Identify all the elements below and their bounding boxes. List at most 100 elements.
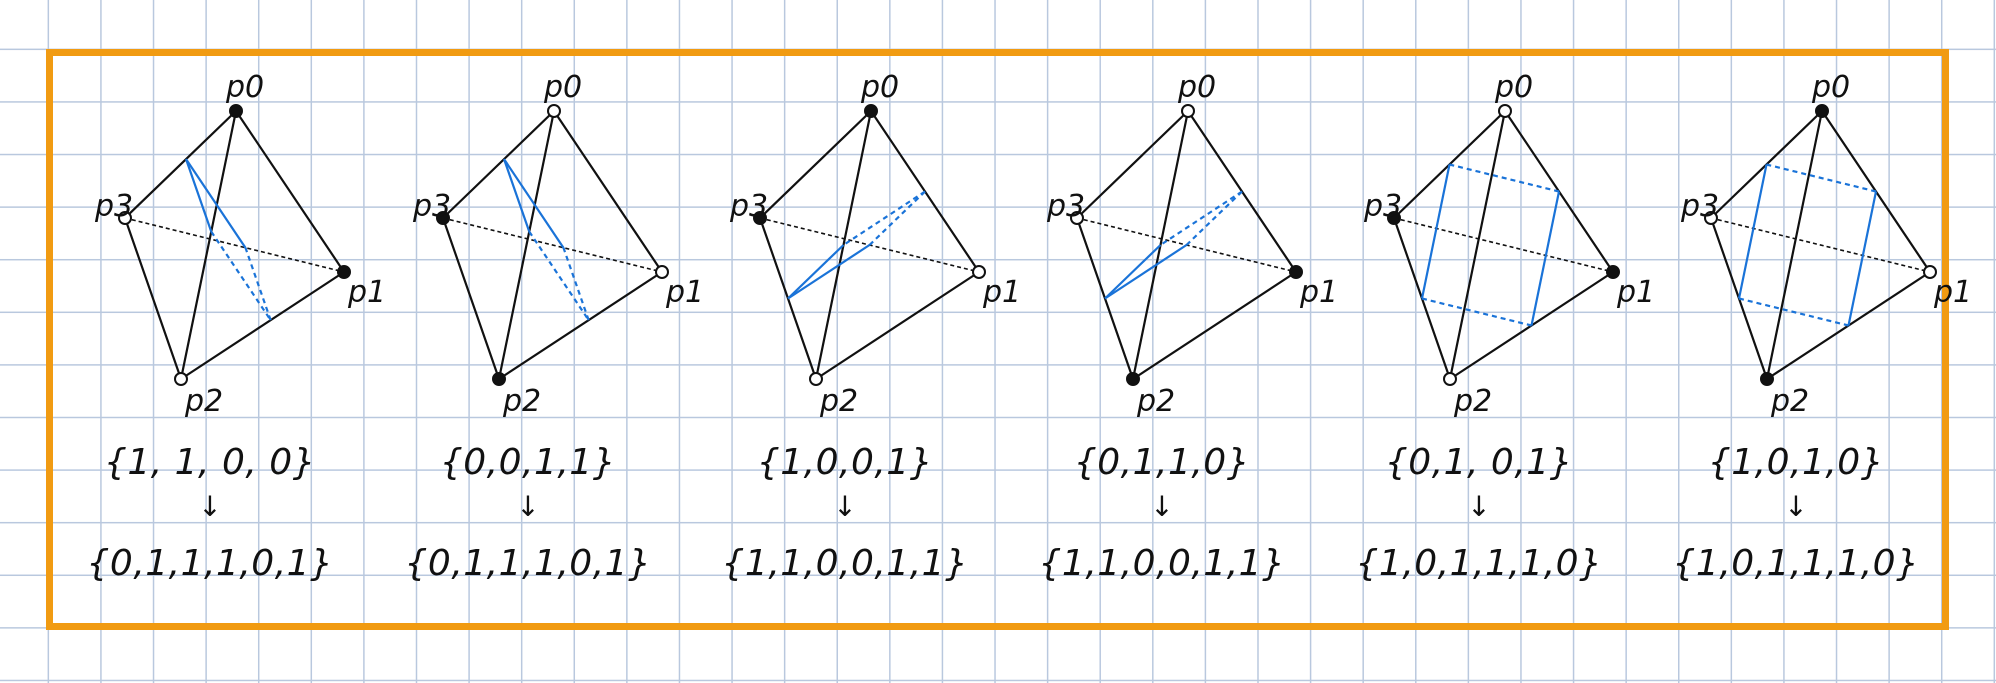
vertex-p3-open xyxy=(1704,211,1718,225)
isosurface-cut-segment xyxy=(244,247,272,321)
vertex-p2-open xyxy=(809,372,823,386)
edge-p0-p2 xyxy=(1765,109,1824,381)
vertex-label-p3: p3 xyxy=(1680,189,1719,224)
vertex-p2-filled xyxy=(1760,372,1774,386)
isosurface-cut-segment xyxy=(1159,190,1243,246)
isosurface-cut-segment xyxy=(1104,244,1162,300)
tetrahedron-panel: p0 p1 p2 p3 {0,0,1,1} ↓ {0,1,1,1,0,1} xyxy=(405,70,705,584)
vertex-label-p1: p1 xyxy=(665,275,704,310)
edge-p0-p1 xyxy=(552,109,664,274)
vertex-label-p1: p1 xyxy=(1616,275,1655,310)
input-code: {1, 1, 0, 0} xyxy=(104,442,316,483)
isosurface-cut-segment xyxy=(1421,297,1532,327)
vertex-p2-open xyxy=(174,372,188,386)
output-code: {1,0,1,1,1,0} xyxy=(1673,543,1920,584)
vertex-label-p2: p2 xyxy=(1770,384,1809,419)
tetrahedron-panel: p0 p1 p2 p3 {1,0,0,1} ↓ {1,1,0,0,1,1} xyxy=(722,70,1022,584)
vertex-label-p3: p3 xyxy=(94,189,133,224)
transform-arrow: ↓ xyxy=(1467,490,1490,523)
hidden-edge-p3-p1 xyxy=(442,217,663,273)
vertex-label-p0: p0 xyxy=(1811,70,1850,105)
isosurface-cut-segment xyxy=(210,230,272,321)
vertex-p3-open xyxy=(1070,211,1084,225)
edge-p2-p3 xyxy=(441,216,501,381)
transform-arrow: ↓ xyxy=(516,490,539,523)
vertex-p1-open xyxy=(972,265,986,279)
hidden-edge-p3-p1 xyxy=(1710,217,1931,273)
vertex-label-p2: p2 xyxy=(184,384,223,419)
edge-p0-p2 xyxy=(497,109,556,381)
isosurface-cut-segment xyxy=(1737,164,1768,299)
transform-arrow: ↓ xyxy=(198,490,221,523)
output-code: {0,1,1,1,0,1} xyxy=(87,543,334,584)
transform-arrow: ↓ xyxy=(1150,490,1173,523)
vertex-p2-filled xyxy=(492,372,506,386)
edge-p3-p0 xyxy=(123,109,238,220)
isosurface-cut-segment xyxy=(868,190,926,246)
isosurface-cut-segment xyxy=(1847,191,1878,326)
input-code: {0,0,1,1} xyxy=(440,442,616,483)
edge-p3-p0 xyxy=(758,109,873,220)
vertex-label-p2: p2 xyxy=(1453,384,1492,419)
vertex-label-p2: p2 xyxy=(1136,384,1175,419)
isosurface-cut-segment xyxy=(1185,190,1243,246)
isosurface-cut-segment xyxy=(503,158,531,232)
vertex-p3-filled xyxy=(436,211,450,225)
isosurface-cut-segment xyxy=(1530,191,1561,326)
output-code: {1,0,1,1,1,0} xyxy=(1356,543,1603,584)
isosurface-cut-segment xyxy=(787,244,871,300)
vertex-p0-open xyxy=(1498,104,1512,118)
vertex-label-p0: p0 xyxy=(860,70,899,105)
edge-p3-p0 xyxy=(1075,109,1190,220)
vertex-label-p3: p3 xyxy=(1046,189,1085,224)
tetrahedron-panel: p0 p1 p2 p3 {1,0,1,0} ↓ {1,0,1,1,1,0} xyxy=(1673,70,1973,584)
vertex-p1-open xyxy=(655,265,669,279)
vertex-label-p1: p1 xyxy=(982,275,1021,310)
isosurface-cut-segment xyxy=(1420,164,1451,299)
edge-p1-p2 xyxy=(1131,270,1298,381)
vertex-label-p0: p0 xyxy=(225,70,264,105)
vertex-p1-filled xyxy=(337,265,351,279)
vertex-label-p0: p0 xyxy=(1494,70,1533,105)
transform-arrow: ↓ xyxy=(833,490,856,523)
edge-p1-p2 xyxy=(497,270,664,381)
edge-p2-p3 xyxy=(123,216,183,381)
vertex-p0-filled xyxy=(864,104,878,118)
isosurface-cut-segment xyxy=(503,158,565,249)
vertex-label-p2: p2 xyxy=(502,384,541,419)
vertex-p3-filled xyxy=(753,211,767,225)
edge-p1-p2 xyxy=(179,270,346,381)
vertex-label-p0: p0 xyxy=(543,70,582,105)
edge-p1-p2 xyxy=(814,270,981,381)
vertex-p1-open xyxy=(1923,265,1937,279)
vertex-p0-open xyxy=(1181,104,1195,118)
input-code: {0,1, 0,1} xyxy=(1385,442,1573,483)
vertex-p2-open xyxy=(1443,372,1457,386)
isosurface-cut-segment xyxy=(787,244,845,300)
vertex-p2-filled xyxy=(1126,372,1140,386)
isosurface-cut-segment xyxy=(185,158,247,249)
isosurface-cut-segment xyxy=(185,158,213,232)
input-code: {1,0,0,1} xyxy=(757,442,933,483)
vertex-label-p1: p1 xyxy=(347,275,386,310)
hidden-edge-p3-p1 xyxy=(124,217,345,273)
isosurface-cut-segment xyxy=(1766,163,1877,193)
output-code: {0,1,1,1,0,1} xyxy=(405,543,652,584)
vertex-p0-open xyxy=(547,104,561,118)
vertex-p0-filled xyxy=(1815,104,1829,118)
vertex-p1-filled xyxy=(1606,265,1620,279)
vertex-p3-open xyxy=(118,211,132,225)
transform-arrow: ↓ xyxy=(1784,490,1807,523)
isosurface-cut-segment xyxy=(1738,297,1849,327)
vertex-p1-filled xyxy=(1289,265,1303,279)
vertex-p3-filled xyxy=(1387,211,1401,225)
panel-frame xyxy=(46,49,1949,630)
isosurface-cut-segment xyxy=(562,247,590,321)
edge-p3-p0 xyxy=(441,109,556,220)
isosurface-cut-segment xyxy=(1104,244,1188,300)
vertex-label-p3: p3 xyxy=(1363,189,1402,224)
vertex-label-p3: p3 xyxy=(412,189,451,224)
vertex-label-p2: p2 xyxy=(819,384,858,419)
input-code: {1,0,1,0} xyxy=(1708,442,1884,483)
vertex-label-p3: p3 xyxy=(729,189,768,224)
